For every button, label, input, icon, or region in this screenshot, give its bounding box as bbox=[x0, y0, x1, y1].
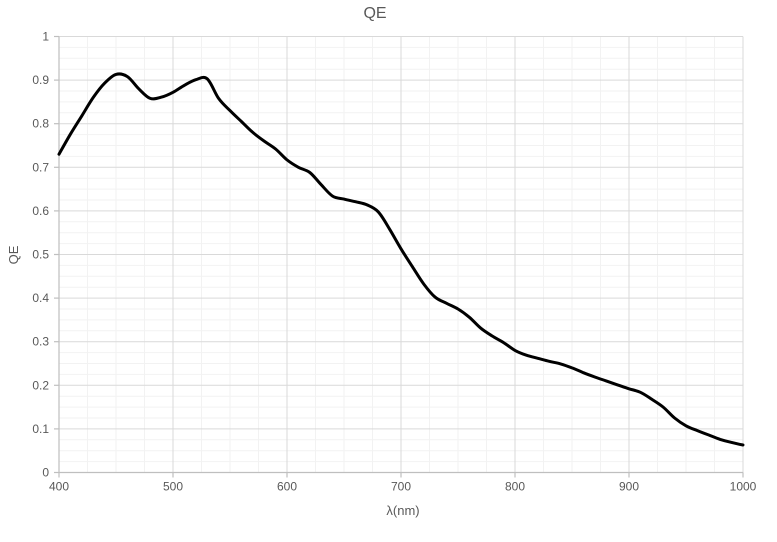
y-tick-label: 0.7 bbox=[32, 160, 49, 174]
y-tick-label: 0.5 bbox=[32, 248, 49, 262]
x-tick-label: 900 bbox=[619, 480, 639, 494]
chart-title: QE bbox=[363, 5, 387, 22]
x-tick-label: 500 bbox=[163, 480, 183, 494]
y-axis-title: QE bbox=[6, 245, 21, 265]
y-tick-label: 0.1 bbox=[32, 422, 49, 436]
qe-curve bbox=[57, 72, 745, 447]
x-tick-label: 1000 bbox=[730, 480, 757, 494]
x-axis-title: λ(nm) bbox=[386, 503, 420, 518]
y-tick-label: 0.9 bbox=[32, 73, 49, 87]
x-tick-label: 700 bbox=[391, 480, 411, 494]
x-tick-label: 400 bbox=[49, 480, 69, 494]
y-tick-label: 0.3 bbox=[32, 335, 49, 349]
y-tick-label: 0.4 bbox=[32, 291, 49, 305]
x-tick-label: 800 bbox=[505, 480, 525, 494]
y-tick-label: 1 bbox=[42, 30, 49, 44]
y-tick-label: 0.2 bbox=[32, 378, 49, 392]
y-tick-label: 0.8 bbox=[32, 117, 49, 131]
x-tick-label: 600 bbox=[277, 480, 297, 494]
y-tick-label: 0.6 bbox=[32, 204, 49, 218]
y-tick-label: 0 bbox=[42, 466, 49, 480]
